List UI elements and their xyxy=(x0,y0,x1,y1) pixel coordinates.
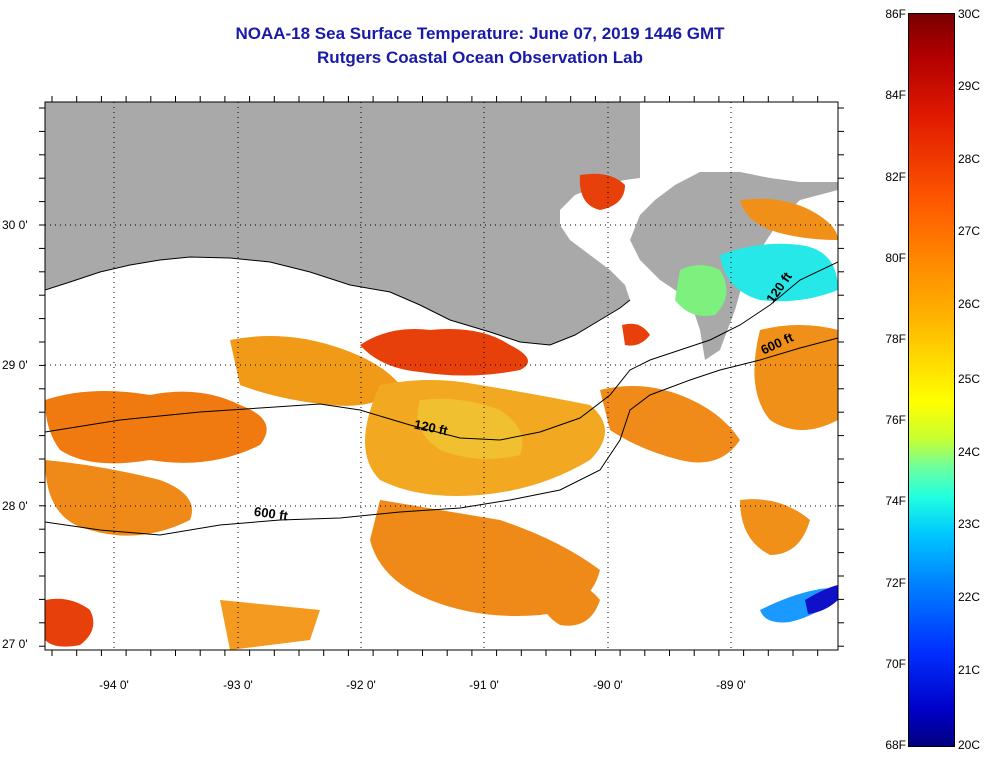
colorbar-label-f: 84F xyxy=(885,88,906,102)
contour-600ft xyxy=(45,337,838,536)
colorbar-label-c: 28C xyxy=(958,152,981,166)
lon-label: -93 0' xyxy=(223,678,253,692)
colorbar-label-c: 30C xyxy=(958,7,981,21)
map-title: NOAA-18 Sea Surface Temperature: June 07… xyxy=(235,24,725,43)
colorbar-label-c: 25C xyxy=(958,372,981,386)
colorbar-label-f: 80F xyxy=(885,251,906,265)
lat-label: 28 0' xyxy=(2,499,28,513)
contour-120ft xyxy=(45,261,838,441)
lon-label: -94 0' xyxy=(99,678,129,692)
lat-label: 27 0' xyxy=(2,637,28,651)
colorbar-label-c: 29C xyxy=(958,79,981,93)
colorbar-label-f: 86F xyxy=(885,7,906,21)
colorbar-label-f: 82F xyxy=(885,170,906,184)
colorbar-label-c: 22C xyxy=(958,590,981,604)
map-frame xyxy=(44,101,839,651)
map-subtitle: Rutgers Coastal Ocean Observation Lab xyxy=(317,48,643,67)
lat-label: 29 0' xyxy=(2,358,28,372)
colorbar-label-f: 70F xyxy=(885,657,906,671)
colorbar-label-c: 23C xyxy=(958,517,981,531)
coastline xyxy=(45,256,631,346)
land-area xyxy=(45,102,838,360)
graticule xyxy=(45,102,838,650)
colorbar-label-c: 24C xyxy=(958,445,981,459)
colorbar-label-c: 27C xyxy=(958,224,981,238)
sst-patches xyxy=(45,173,838,650)
colorbar-label-c: 20C xyxy=(958,738,981,752)
colorbar-label-f: 68F xyxy=(885,738,906,752)
lat-label: 30 0' xyxy=(2,218,28,232)
colorbar-label-f: 76F xyxy=(885,413,906,427)
colorbar-label-f: 74F xyxy=(885,494,906,508)
lon-label: -89 0' xyxy=(716,678,746,692)
lon-label: -90 0' xyxy=(593,678,623,692)
colorbar-label-c: 21C xyxy=(958,663,981,677)
colorbar-label-f: 78F xyxy=(885,332,906,346)
temperature-colorbar xyxy=(908,13,955,747)
colorbar-label-c: 26C xyxy=(958,297,981,311)
lon-label: -91 0' xyxy=(469,678,499,692)
axis-ticks xyxy=(39,96,844,656)
colorbar-label-f: 72F xyxy=(885,576,906,590)
lon-label: -92 0' xyxy=(346,678,376,692)
